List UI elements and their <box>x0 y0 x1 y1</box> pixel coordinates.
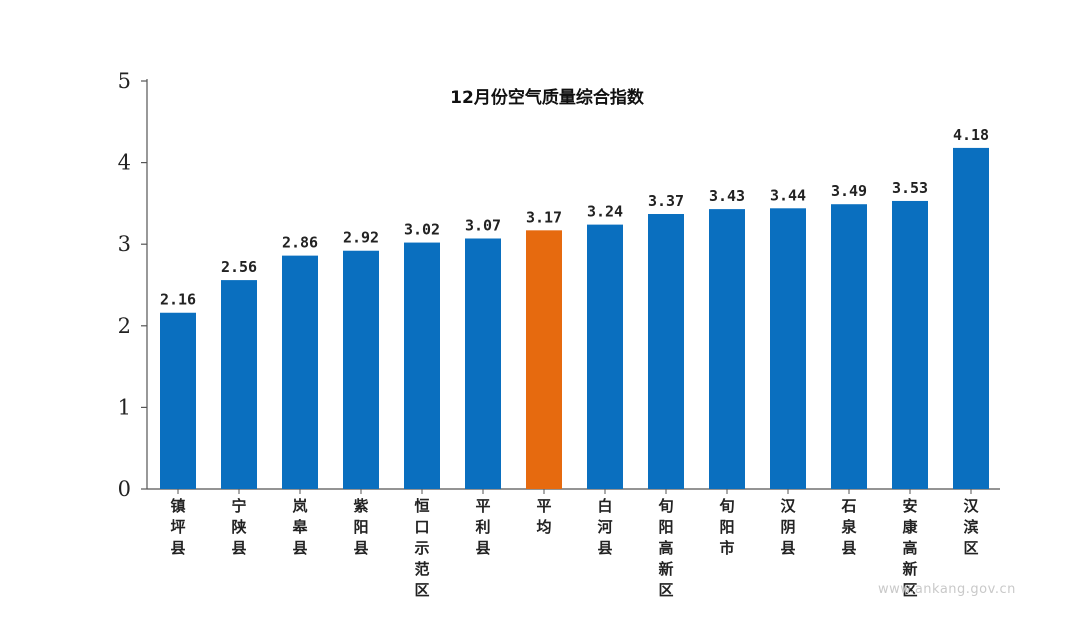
watermark: www.ankang.gov.cn <box>878 582 1016 597</box>
x-category-label: 宁陕县 <box>231 497 246 557</box>
bar <box>465 238 501 489</box>
bar-value-label: 2.16 <box>160 291 196 309</box>
bar <box>648 214 684 489</box>
bar <box>221 280 257 489</box>
x-category-label: 旬阳市 <box>718 497 734 557</box>
x-category-label: 石泉县 <box>840 497 857 557</box>
bars <box>160 147 989 490</box>
bar-value-label: 3.17 <box>526 208 562 226</box>
bar-value-label: 2.92 <box>343 229 379 247</box>
chart-title: 12月份空气质量综合指数 <box>450 87 645 108</box>
y-tick-label: 3 <box>118 232 131 256</box>
bar-value-label: 3.53 <box>892 179 928 197</box>
bar <box>953 147 989 490</box>
axes <box>146 79 1000 490</box>
bar-value-label: 3.07 <box>465 216 501 234</box>
bar <box>160 312 196 489</box>
y-tick-label: 5 <box>118 69 131 93</box>
x-category-label: 平均 <box>536 497 551 536</box>
y-tick-label: 1 <box>118 395 131 419</box>
bar-value-label: 3.02 <box>404 221 440 239</box>
bar-value-label: 3.24 <box>587 203 623 221</box>
x-category-label: 白河县 <box>597 497 612 557</box>
x-category-label: 汉滨区 <box>963 497 979 557</box>
bar <box>831 204 867 489</box>
y-tick-label: 0 <box>118 477 131 501</box>
category-labels: 镇坪县 宁陕县 岚皋县 紫阳县 恒口示范区 平利县 平均 白河县 旬阳高新区 旬阳市 汉阴县 石泉县 安… <box>170 489 979 599</box>
bar-value-label: 3.49 <box>831 182 867 200</box>
data-labels: 2.16 2.56 2.86 2.92 3.02 3.07 3.17 3.24 3.37 3.43… <box>160 126 989 309</box>
y-tick-label: 2 <box>118 314 131 338</box>
bar-value-label: 2.86 <box>282 234 318 252</box>
y-axis-ticks: 0 1 2 3 4 5 <box>118 69 147 501</box>
x-category-label: 旬阳高新区 <box>657 497 673 599</box>
x-category-label: 平利县 <box>475 497 490 557</box>
bar <box>343 250 379 489</box>
x-category-label: 安康高新区 <box>902 497 918 599</box>
bar-value-label: 3.37 <box>648 192 684 210</box>
x-category-label: 汉阴县 <box>780 497 796 557</box>
bar <box>892 200 928 489</box>
bar-value-label: 3.43 <box>709 187 745 205</box>
bar <box>526 230 562 489</box>
bar-value-label: 2.56 <box>221 258 257 276</box>
y-tick-label: 4 <box>118 151 131 175</box>
bar <box>770 208 806 489</box>
bar-value-label: 4.18 <box>953 126 989 144</box>
bar <box>709 209 745 489</box>
bar-value-label: 3.44 <box>770 186 806 204</box>
bar <box>404 242 440 489</box>
x-category-label: 恒口示范区 <box>414 497 429 599</box>
bar <box>587 224 623 489</box>
x-category-label: 镇坪县 <box>170 497 185 557</box>
x-category-label: 紫阳县 <box>353 497 368 557</box>
bar <box>282 255 318 489</box>
x-category-label: 岚皋县 <box>292 497 308 557</box>
